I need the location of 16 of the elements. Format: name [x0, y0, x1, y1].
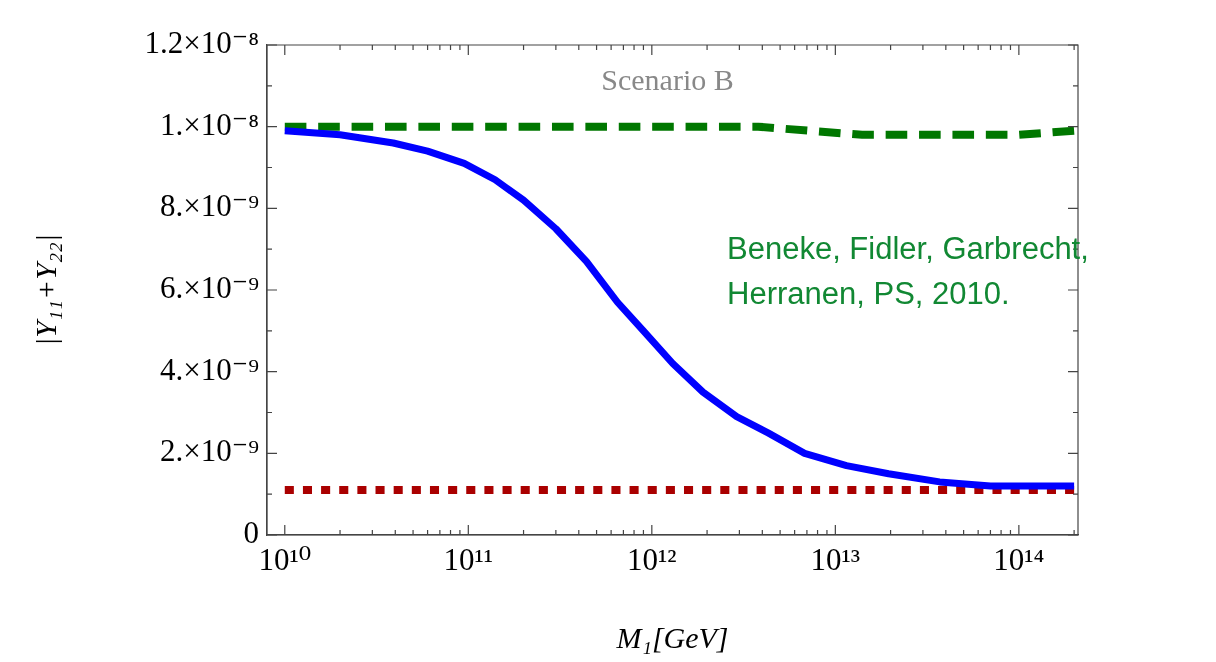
- y-axis-title: |Y₁₁+Y₂₂|: [28, 234, 62, 346]
- y-tick-label: 1.×10⁻⁸: [160, 106, 259, 142]
- y-tick-label: 6.×10⁻⁹: [160, 270, 259, 306]
- annotation: Beneke, Fidler, Garbrecht, Herranen, PS, 2010.: [727, 230, 1089, 311]
- y-tick-label: 1.2×10⁻⁸: [144, 25, 259, 61]
- x-tick-label: 10¹³: [810, 541, 861, 577]
- x-axis-title: M₁[GeV]: [615, 620, 729, 654]
- x-tick-label: 10¹⁴: [993, 541, 1045, 577]
- y-tick-label: 2.×10⁻⁹: [160, 433, 259, 469]
- x-tick-label: 10¹²: [627, 541, 677, 577]
- y-tick-label: 4.×10⁻⁹: [160, 351, 259, 387]
- text: Scenario B: [601, 62, 734, 96]
- x-tick-label: 10¹⁰: [258, 541, 312, 577]
- x-tick-label: 10¹¹: [443, 541, 494, 577]
- y-tick-label: 0: [243, 515, 259, 551]
- y-tick-label: 8.×10⁻⁹: [160, 188, 259, 224]
